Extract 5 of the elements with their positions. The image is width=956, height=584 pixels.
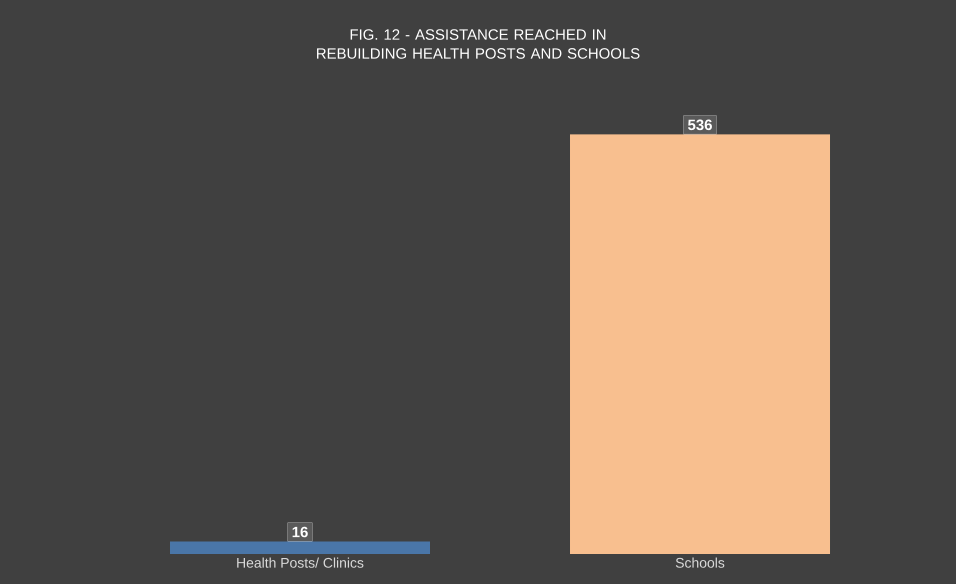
x-tick-label: Schools	[676, 558, 724, 568]
data-label: 16	[292, 526, 308, 538]
x-tick-label: Health Posts/ Clinics	[237, 558, 364, 568]
chart-title: FIG. 12 - ASSISTANCE REACHED IN REBUILDING HEALTH POSTS AND SCHOOLS	[317, 29, 640, 59]
data-label: 536	[688, 120, 712, 130]
